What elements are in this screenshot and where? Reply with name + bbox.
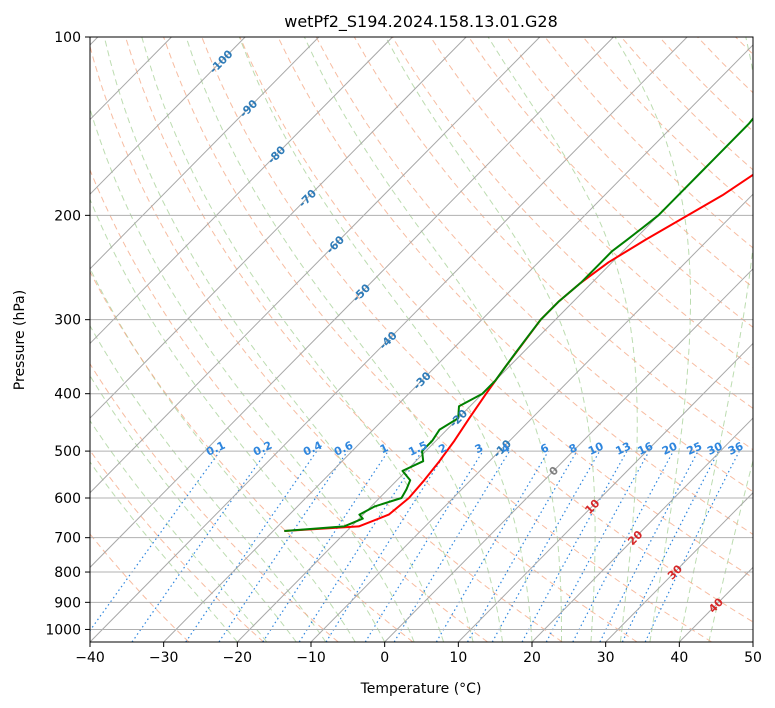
- y-tick-label: 300: [54, 313, 81, 329]
- moist-adiabat: [708, 458, 753, 642]
- mixing-ratio-label: 36: [726, 439, 746, 457]
- moist-adiabat: [141, 37, 474, 642]
- moist-adiabat: [90, 107, 415, 642]
- mixing-ratio-label: 10: [586, 439, 606, 457]
- isotherm-line: [90, 37, 688, 642]
- x-axis-label: Temperature (°C): [360, 681, 482, 697]
- isotherm-line: [90, 37, 467, 419]
- dry-adiabat: [90, 168, 488, 642]
- y-axis-ticks: 100 200 300 400 500 600 700 800 900 1000: [45, 30, 90, 638]
- mixing-ratio-line: [435, 450, 549, 642]
- y-tick-label: 900: [54, 595, 81, 611]
- moist-adiabat: [614, 37, 691, 642]
- y-tick-label: 100: [54, 30, 81, 46]
- moist-adiabat: [103, 37, 445, 642]
- dry-adiabat: [430, 37, 753, 369]
- mixing-ratio-label: 13: [614, 440, 633, 458]
- isotherm-line: [605, 492, 753, 642]
- y-tick-label: 500: [54, 444, 81, 460]
- y-axis-label: Pressure (hPa): [12, 290, 28, 390]
- dry-adiabat: [315, 37, 753, 493]
- mixing-ratio-label: 30: [705, 439, 725, 457]
- x-tick-label: 10: [449, 650, 467, 666]
- moist-adiabat: [90, 198, 386, 642]
- y-tick-label: 700: [54, 531, 81, 547]
- x-tick-label: 20: [523, 650, 541, 666]
- isotherm-line: [90, 37, 614, 569]
- x-tick-label: 0: [380, 650, 389, 666]
- moist-adiabat: [678, 37, 753, 642]
- dry-adiabat: [391, 37, 753, 409]
- moist-adiabat: [385, 37, 596, 642]
- mixing-ratio-line: [262, 450, 389, 642]
- dry-adiabat: [201, 37, 753, 623]
- x-tick-label: −40: [75, 650, 105, 666]
- moist-adiabat: [487, 37, 638, 642]
- x-tick-label: 50: [744, 650, 762, 666]
- x-tick-label: 30: [597, 650, 615, 666]
- mixing-ratio-label: 16: [636, 439, 656, 457]
- moist-adiabat: [90, 419, 268, 642]
- plot-area: -100-90-80-70-60-50-40-30-20-10010203040…: [90, 37, 753, 642]
- x-tick-label: −20: [223, 650, 253, 666]
- isobar-gridlines: [90, 37, 753, 630]
- mixing-ratio-line: [545, 450, 650, 642]
- profile-lines: [284, 116, 753, 532]
- isotherm-line: [310, 193, 753, 642]
- dry-adiabat: [239, 37, 753, 579]
- y-tick-label: 400: [54, 387, 81, 403]
- dry-adiabat: [90, 449, 264, 642]
- mixing-ratio-label: 25: [685, 440, 704, 458]
- moist-adiabat: [90, 461, 238, 642]
- isotherm-line: [90, 37, 393, 345]
- y-tick-label: 800: [54, 565, 81, 581]
- x-tick-label: 40: [670, 650, 688, 666]
- mixing-ratio-line: [364, 450, 484, 642]
- moist-adiabat: [90, 374, 297, 642]
- mixing-ratio-line: [298, 450, 423, 642]
- dry-adiabat: [353, 37, 753, 451]
- mixing-ratio-line: [325, 450, 448, 642]
- isotherm-line: [90, 37, 541, 494]
- plot-frame: [89, 36, 754, 643]
- isotherm-line: [384, 268, 753, 642]
- dry-adiabat: [125, 37, 638, 642]
- isotherm-line: [457, 342, 753, 642]
- isotherm-line: [90, 37, 246, 195]
- isotherm-line: [90, 37, 320, 270]
- moist-adiabat: [185, 37, 503, 642]
- mixing-ratio-line: [218, 450, 349, 642]
- dry-adiabat: [506, 37, 753, 288]
- dewpoint-profile: [284, 116, 753, 532]
- dry-adiabat: [277, 37, 753, 535]
- skewed-isotherms: [90, 37, 753, 642]
- isotherm-line: [531, 417, 753, 642]
- mixing-ratio-label: 20: [660, 439, 680, 457]
- isotherm-line: [163, 44, 753, 642]
- moist-adiabat: [303, 37, 562, 642]
- x-tick-label: −30: [149, 650, 179, 666]
- y-tick-label: 1000: [45, 622, 81, 638]
- dry-adiabat: [90, 44, 563, 642]
- moist-adiabat: [238, 37, 533, 642]
- chart-title: wetPf2_S194.2024.158.13.01.G28: [284, 12, 558, 32]
- x-tick-label: −10: [296, 650, 326, 666]
- dry-adiabat: [468, 37, 753, 328]
- x-axis-ticks: −40 −30 −20 −10 0 10 20 30 40 50: [75, 642, 762, 666]
- moist-adiabats: [90, 37, 753, 642]
- dry-adiabat: [163, 37, 712, 642]
- mixing-ratio-line: [185, 450, 318, 642]
- y-tick-label: 600: [54, 491, 81, 507]
- y-tick-label: 200: [54, 208, 81, 224]
